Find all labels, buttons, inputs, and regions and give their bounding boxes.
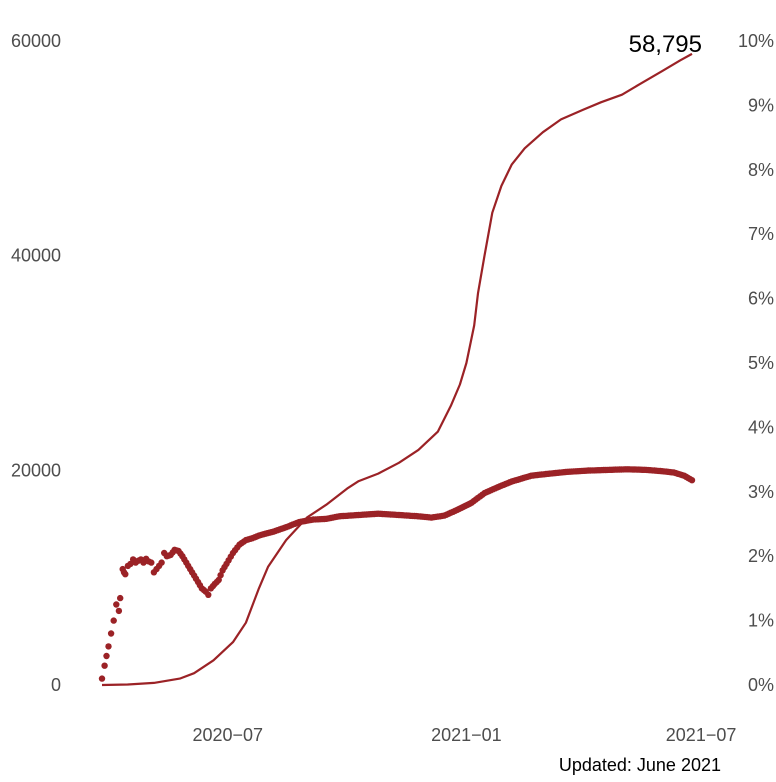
data-point bbox=[205, 591, 212, 598]
data-point bbox=[221, 563, 228, 571]
y-right-tick-label: 2% bbox=[748, 546, 774, 566]
data-point bbox=[158, 559, 165, 566]
y-right-tick-label: 7% bbox=[748, 224, 774, 244]
y-right-tick-label: 5% bbox=[748, 353, 774, 373]
series-points-rate bbox=[98, 466, 696, 682]
data-point bbox=[115, 607, 123, 615]
data-point bbox=[209, 582, 217, 590]
y-right-tick-label: 4% bbox=[748, 417, 774, 437]
x-tick-label: 2021−07 bbox=[666, 725, 737, 745]
data-point bbox=[213, 578, 220, 586]
y-right-tick-label: 1% bbox=[748, 611, 774, 631]
data-point bbox=[227, 553, 234, 560]
data-point bbox=[192, 575, 200, 582]
data-point bbox=[98, 675, 106, 682]
y-axis-left-ticks: 0 20000 40000 60000 bbox=[11, 31, 61, 695]
data-point bbox=[113, 601, 120, 608]
x-axis-ticks: 2020−07 2021−01 2021−07 bbox=[192, 725, 736, 745]
y-left-tick-label: 60000 bbox=[11, 31, 61, 51]
updated-note: Updated: June 2021 bbox=[558, 755, 721, 775]
y-left-tick-label: 20000 bbox=[11, 460, 61, 480]
data-point bbox=[117, 594, 124, 602]
series-line-cumulative bbox=[101, 52, 693, 687]
data-point bbox=[196, 582, 204, 589]
y-right-tick-label: 6% bbox=[748, 289, 774, 309]
data-point bbox=[101, 662, 108, 669]
y-right-tick-label: 10% bbox=[738, 31, 774, 51]
data-point bbox=[107, 630, 115, 637]
y-left-tick-label: 0 bbox=[51, 675, 61, 695]
data-point bbox=[103, 652, 110, 660]
data-point bbox=[110, 617, 117, 624]
data-point bbox=[686, 475, 694, 483]
data-point bbox=[234, 544, 241, 551]
data-point bbox=[122, 571, 129, 578]
data-point bbox=[181, 556, 188, 563]
data-point bbox=[185, 562, 192, 570]
series-layer bbox=[98, 52, 696, 687]
y-right-tick-label: 3% bbox=[748, 482, 774, 502]
y-right-tick-label: 8% bbox=[748, 160, 774, 180]
data-point bbox=[105, 643, 112, 650]
data-point bbox=[217, 572, 224, 579]
data-point bbox=[188, 569, 196, 576]
y-axis-right-ticks: 0% 1% 2% 3% 4% 5% 6% 7% 8% 9% 10% bbox=[738, 31, 774, 695]
data-point bbox=[148, 559, 155, 566]
y-right-tick-label: 0% bbox=[748, 675, 774, 695]
y-right-tick-label: 9% bbox=[748, 95, 774, 115]
data-point bbox=[200, 586, 207, 594]
end-value-label: 58,795 bbox=[629, 31, 702, 58]
x-tick-label: 2020−07 bbox=[192, 725, 263, 745]
x-tick-label: 2021−01 bbox=[431, 725, 502, 745]
data-point bbox=[177, 550, 184, 557]
y-left-tick-label: 40000 bbox=[11, 246, 61, 266]
